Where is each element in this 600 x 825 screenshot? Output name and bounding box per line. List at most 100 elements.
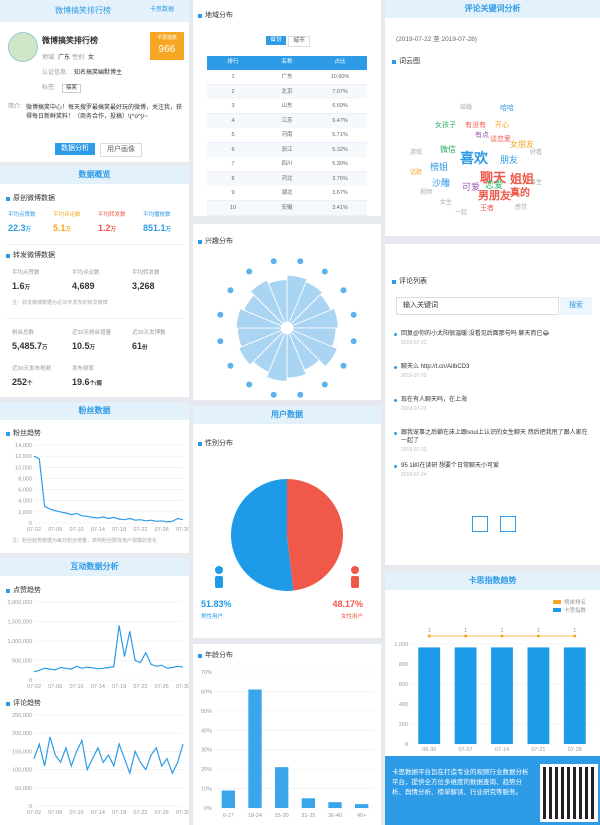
cloud-word: 女孩子 [435,122,456,129]
divider [193,638,381,644]
radial-sector [267,279,288,323]
y-tick-label: 50,000 [15,786,32,792]
cloud-word: 哈哈 [500,105,514,112]
bullet [6,432,10,436]
table-cell: 5 [231,132,235,138]
table-header-cell: 名称 [281,59,293,65]
note: 注：粉丝趋势数据为每日粉丝增量，表明粉丝群体用户规模的变化 [12,538,158,544]
cloud-word: 真的 [510,188,530,199]
cloud-word: 谈恋爱 [490,136,511,143]
comment-text: 聊天么 http://t.cn/AiIbCD3 [401,364,470,370]
person-icon [215,566,223,574]
table-cell: 8 [231,175,235,182]
bullet [6,254,10,258]
x-tick-label: 07-06 [48,810,62,816]
x-tick-label: 07-14 [91,527,105,533]
tab[interactable]: 城市 [288,36,311,48]
table-cell: 10.60% [330,74,350,80]
stat-unit: 个 [27,381,33,387]
stat-unit: 万 [110,227,117,233]
stat-label: 平均点赞数 [12,270,40,276]
bullet [394,465,397,468]
score: 966 [158,44,176,55]
stat-value: 61份 [132,341,148,351]
prev-button[interactable] [472,516,488,532]
tab[interactable]: 省份 [266,36,287,46]
stat-label: 平均转发数 [98,212,126,218]
bullet [394,432,397,435]
stat-value: 10.5万 [72,341,96,351]
tab[interactable]: 数据分析 [55,143,95,156]
cloud-word: 姐姐 [510,172,535,186]
next-button[interactable] [500,516,516,532]
table-cell: 北京 [281,88,293,95]
bar [221,790,235,808]
footer-text: 卡思数据平台旨在打造专业的视频行业数据分析平台，提供全方位多维度的数据查询、趋势… [392,769,529,796]
y-tick-label: 12,000 [15,454,32,460]
category-icon [321,381,328,388]
category-icon [350,338,357,345]
x-tick-label: 07-02 [27,810,41,816]
tab[interactable]: 用户画像 [100,143,142,158]
legend-label: 榜单排名 [564,598,586,606]
search-input[interactable]: 输入关键词 [396,297,559,315]
cloud-word: 有没有 [465,122,486,129]
x-tick-label: 07-18 [112,527,126,533]
search-button[interactable]: 搜索 [560,297,592,315]
y-tick-label: 250,000 [12,713,32,719]
stat-value: 1.6万 [12,281,31,291]
x-tick-label: 07-22 [133,684,147,690]
bullet [198,442,202,446]
y-tick-label: 0% [204,806,212,812]
divider [6,318,183,319]
y-tick-label: 50% [201,709,212,715]
cloud-word: 话题 [410,170,423,176]
bullet [392,60,396,64]
cloud-word: 女朋友 [510,140,534,149]
section-header: 粉丝数据 [0,402,189,420]
table-cell: 6 [231,146,235,153]
y-tick-label: 400 [399,702,408,708]
table-header-cell: 占比 [334,59,346,65]
x-tick-label: 07-07 [459,747,473,753]
subtitle: 地域分布 [205,12,233,19]
comment-text: 回复@你的小太阳很温暖:没看见后面那句吗 聊天而已😂 [401,331,550,337]
pie-slice [287,479,343,591]
y-tick-label: 500,000 [12,659,32,665]
x-tick-label: 07-22 [133,810,147,816]
cloud-word: 视频 [420,190,433,196]
table-cell: 5.71% [332,132,348,138]
x-tick-label: 06-30 [422,747,436,753]
data-label: 1 [500,628,503,634]
y-tick-label: 0 [405,742,408,748]
percent-label: 51.83% [201,599,232,609]
bullet [198,14,202,18]
top-bar [0,0,189,22]
pie-slice [230,479,294,591]
y-tick-label: 70% [201,670,212,676]
line-chart: 0 500,000 1,000,000 1,500,000 2,000,000 07-02… [8,600,189,690]
cloud-word: 结婚 [460,105,473,111]
x-tick-label: 07-02 [27,527,41,533]
table-cell: 广东 [281,74,293,80]
x-tick-label: 07-14 [495,747,509,753]
stat-unit: 份 [142,345,148,351]
table-header-cell: 排行 [227,59,239,65]
qr-code [540,764,598,822]
category-icon [227,287,234,294]
comment-text: 跟我宠事之后躺在床上跟soul上认识的女生聊天 然后把我甩了跟人家在一起了 [401,430,588,444]
x-tick-label: 6-17 [223,813,234,819]
cloud-word: 女生 [440,200,453,206]
table-cell: 江苏 [281,117,293,124]
bar-chart: 0% 10% 20% 30% 40% 50% 60% 70% 6-17 18-24 25-30 31-… [201,670,375,819]
bullet [394,366,397,369]
legend-swatch [553,608,561,612]
divider [193,216,381,224]
table-cell: 河南 [281,132,293,138]
table-cell: 四川 [281,161,293,167]
x-tick-label: 07-02 [27,684,41,690]
table-cell: 1 [231,74,235,80]
stat-value: 5.1万 [53,223,72,233]
label: 地域: [42,55,56,61]
